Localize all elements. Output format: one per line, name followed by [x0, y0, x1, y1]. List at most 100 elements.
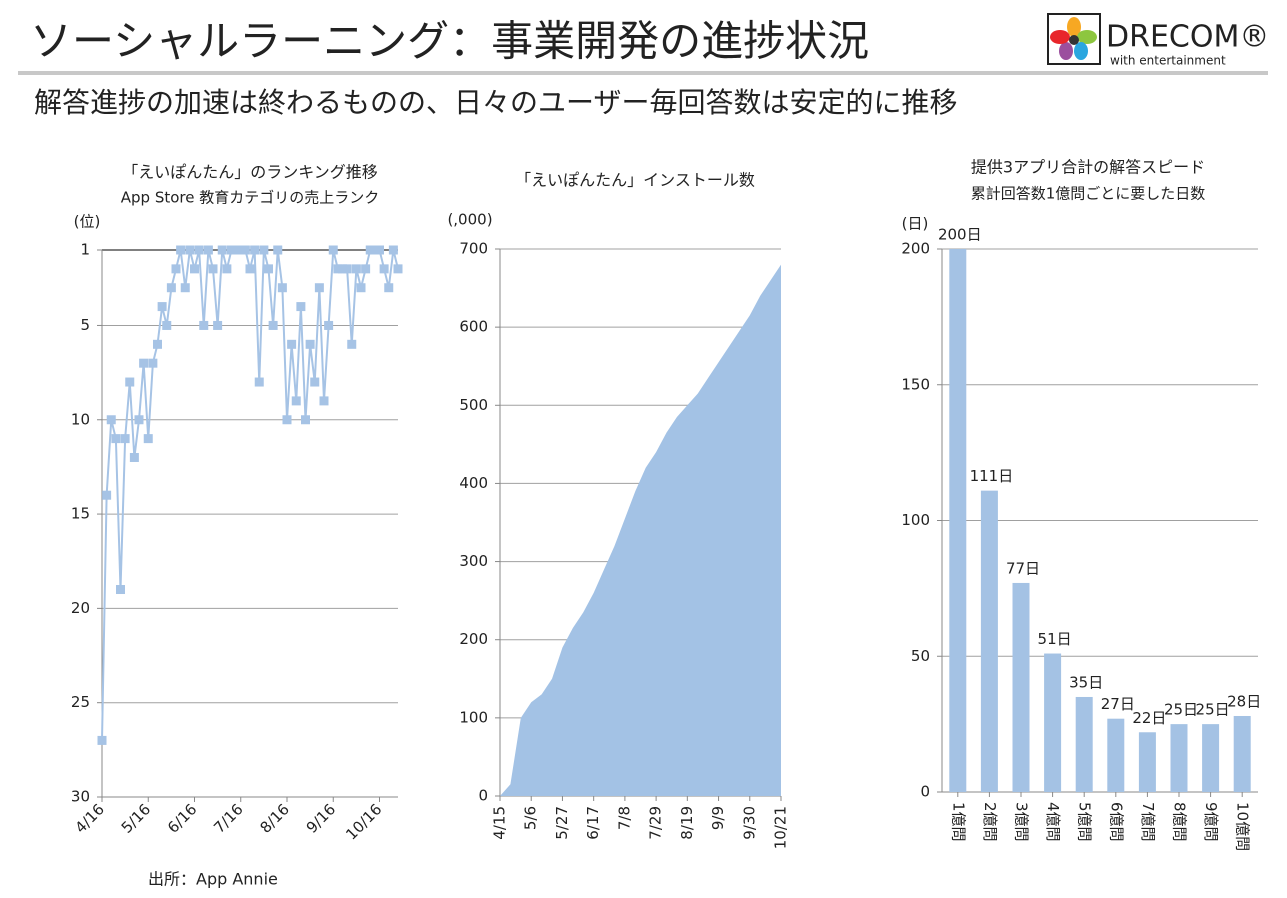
- rank-marker: [324, 320, 334, 330]
- rank-marker: [236, 245, 246, 255]
- rank-marker: [231, 245, 241, 255]
- x-tick-label: 9億問: [1202, 802, 1220, 842]
- rank-marker: [356, 283, 366, 293]
- rank-marker: [351, 264, 361, 274]
- x-tick-label: 1億問: [949, 802, 967, 842]
- rank-marker: [162, 320, 172, 330]
- rank-marker: [319, 396, 329, 406]
- x-tick-label: 8/16: [256, 800, 293, 837]
- chart-title: 「えいぽんたん」のランキング推移: [122, 163, 378, 182]
- x-tick-label: 4億問: [1044, 802, 1062, 842]
- rank-marker: [338, 264, 347, 274]
- rank-marker: [157, 302, 167, 312]
- rank-marker: [213, 320, 223, 330]
- rank-marker: [134, 415, 144, 425]
- rank-marker: [291, 396, 301, 406]
- rank-marker: [143, 434, 153, 444]
- x-tick-label: 5/27: [553, 806, 571, 840]
- y-tick-label: 300: [459, 552, 488, 570]
- rank-marker: [254, 377, 264, 387]
- rank-marker: [176, 245, 186, 255]
- rank-marker: [361, 264, 371, 274]
- x-tick-label: 9/16: [303, 800, 340, 837]
- y-tick-label: 200: [459, 630, 488, 648]
- y-tick-label: 100: [459, 708, 488, 726]
- y-tick-label: 600: [459, 318, 488, 336]
- x-tick-label: 10億問: [1234, 802, 1252, 851]
- bar: [1075, 696, 1093, 792]
- value-label: 25日: [1164, 701, 1198, 719]
- y-tick-label: 0: [478, 787, 488, 805]
- rank-marker: [111, 434, 121, 444]
- logo-tagline: with entertainment: [1110, 54, 1226, 68]
- rank-marker: [190, 264, 199, 274]
- y-tick-label: 1: [80, 241, 90, 259]
- petal: [1059, 42, 1073, 60]
- value-label: 200日: [938, 226, 982, 244]
- rank-marker: [365, 245, 375, 255]
- rank-marker: [180, 283, 190, 293]
- rank-marker: [106, 415, 116, 425]
- rank-marker: [370, 245, 380, 255]
- rank-marker: [393, 264, 403, 274]
- rank-marker: [287, 339, 297, 349]
- x-tick-label: 6億問: [1107, 802, 1125, 842]
- y-tick-label: 500: [459, 396, 488, 414]
- x-tick-label: 5/16: [118, 800, 155, 837]
- rank-marker: [194, 245, 204, 255]
- rank-marker: [310, 377, 320, 387]
- value-label: 27日: [1101, 695, 1135, 713]
- y-tick-label: 10: [71, 410, 90, 428]
- petal: [1067, 17, 1081, 37]
- y-tick-label: 100: [901, 511, 930, 529]
- rank-marker: [129, 452, 139, 462]
- y-tick-label: 0: [920, 783, 930, 801]
- y-tick-label: 400: [459, 474, 488, 492]
- value-label: 77日: [1006, 559, 1040, 577]
- value-label: 111日: [970, 467, 1014, 485]
- rank-marker: [227, 245, 236, 255]
- chart-title: 提供3アプリ合計の解答スピード: [971, 158, 1205, 177]
- y-tick-label: 700: [459, 240, 488, 258]
- petal: [1074, 42, 1088, 60]
- rank-marker: [240, 245, 250, 255]
- y-tick-label: 200: [901, 240, 930, 258]
- x-tick-label: 4/16: [71, 800, 108, 837]
- rank-marker: [328, 245, 338, 255]
- rank-marker: [296, 302, 306, 312]
- rank-marker: [222, 264, 232, 274]
- rank-marker: [217, 245, 227, 255]
- rank-marker: [259, 245, 269, 255]
- y-tick-label: 5: [80, 316, 90, 334]
- x-tick-label: 7億問: [1139, 802, 1157, 842]
- y-axis-label: (日): [902, 215, 929, 233]
- rank-marker: [264, 264, 273, 274]
- x-tick-label: 9/9: [709, 806, 727, 830]
- rank-marker: [333, 264, 343, 274]
- bar: [1044, 653, 1062, 792]
- rank-marker: [375, 245, 384, 255]
- bar: [980, 490, 998, 792]
- slide-subtitle: 解答進捗の加速は終わるものの、日々のユーザー毎回答数は安定的に推移: [34, 86, 957, 119]
- install-area: [500, 264, 781, 797]
- rank-marker: [301, 415, 310, 425]
- rank-marker: [166, 283, 176, 293]
- x-tick-label: 9/30: [740, 806, 758, 840]
- y-tick-label: 15: [71, 505, 90, 523]
- rank-marker: [116, 585, 125, 595]
- x-tick-label: 4/15: [491, 806, 509, 840]
- x-tick-label: 6/16: [164, 800, 201, 837]
- value-label: 35日: [1069, 673, 1103, 691]
- x-tick-label: 7/16: [210, 800, 247, 837]
- rank-line: [101, 249, 399, 741]
- rank-marker: [384, 283, 394, 293]
- y-tick-label: 20: [71, 599, 90, 617]
- logo-name: DRECOM®: [1106, 20, 1269, 55]
- bar: [1138, 732, 1156, 792]
- x-tick-label: 6/17: [584, 806, 602, 840]
- x-tick-label: 7/29: [647, 806, 665, 840]
- petal: [1077, 30, 1097, 44]
- rank-marker: [268, 320, 278, 330]
- rank-marker: [120, 434, 130, 444]
